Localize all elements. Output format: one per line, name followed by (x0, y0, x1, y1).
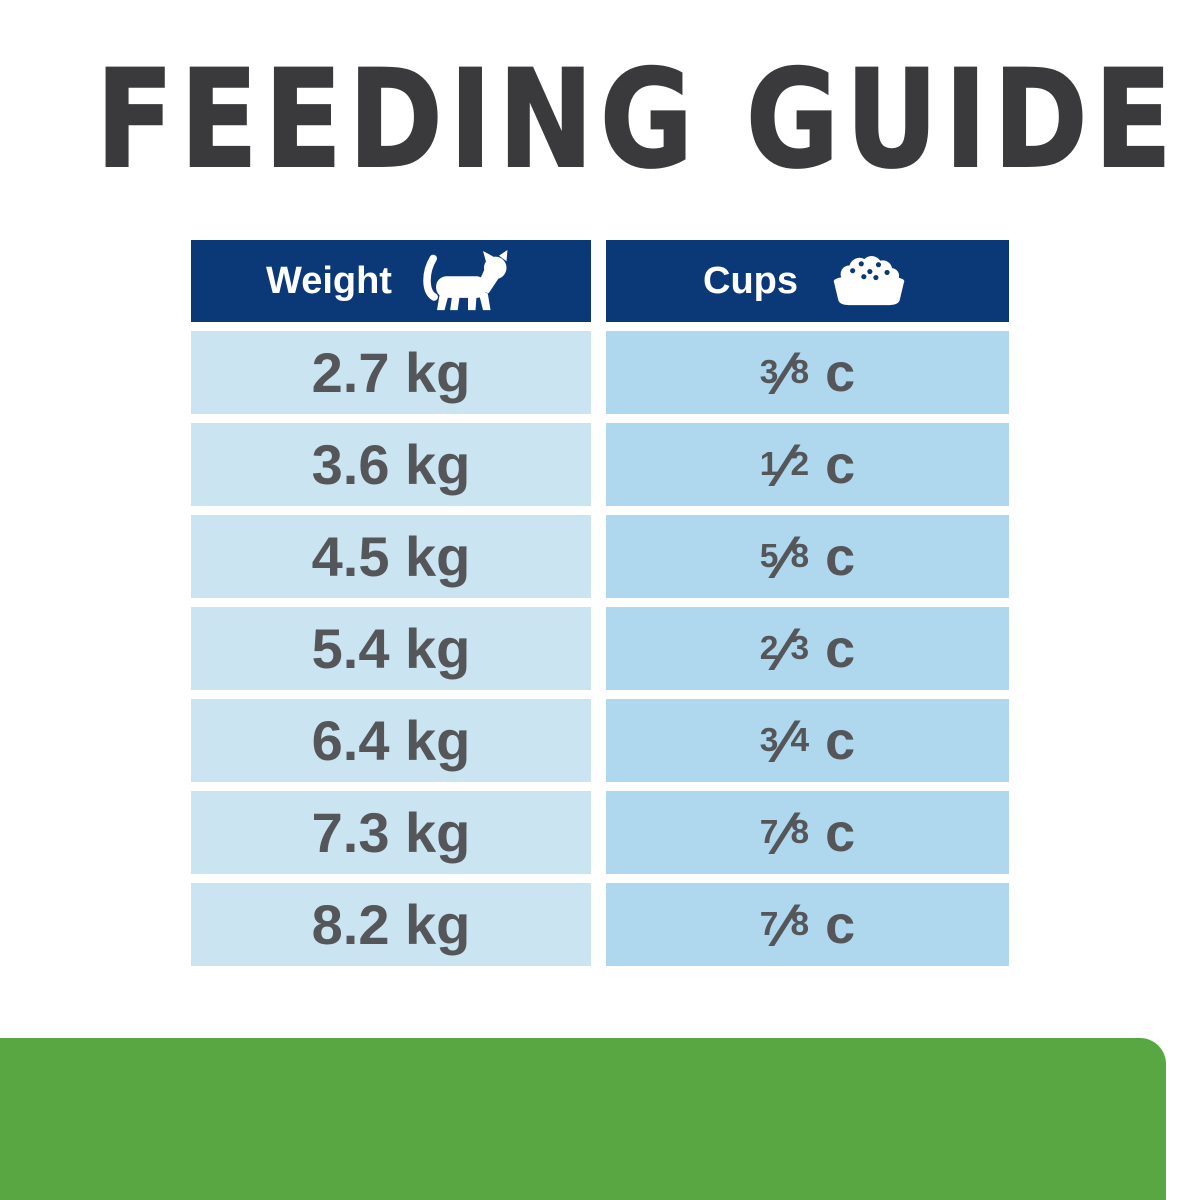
weight-cell: 3.6 kg (191, 423, 591, 506)
cups-cell: 3 ⁄ 4 c (606, 699, 1009, 782)
cups-fraction-numerator: 7 (759, 813, 779, 851)
cups-fraction-numerator: 2 (759, 629, 779, 667)
cups-unit: c (825, 342, 856, 403)
weight-cell: 8.2 kg (191, 883, 591, 966)
fraction-slash: ⁄ (779, 430, 790, 499)
fraction-slash: ⁄ (779, 706, 790, 775)
feeding-table: Weight (191, 240, 1009, 966)
table-row: 3.6 kg 1 ⁄ 2 c (191, 423, 1009, 506)
cups-cell: 3 ⁄ 8 c (606, 331, 1009, 414)
cups-fraction-denominator: 8 (790, 537, 810, 575)
cups-cell: 7 ⁄ 8 c (606, 883, 1009, 966)
cups-fraction-numerator: 3 (759, 353, 779, 391)
header-cell-cups: Cups (606, 240, 1009, 322)
weight-cell: 4.5 kg (191, 515, 591, 598)
weight-cell: 2.7 kg (191, 331, 591, 414)
weight-cell: 6.4 kg (191, 699, 591, 782)
cups-cell: 5 ⁄ 8 c (606, 515, 1009, 598)
table-row: 8.2 kg 7 ⁄ 8 c (191, 883, 1009, 966)
table-row: 2.7 kg 3 ⁄ 8 c (191, 331, 1009, 414)
weight-header-label: Weight (266, 259, 392, 302)
cups-cell: 7 ⁄ 8 c (606, 791, 1009, 874)
cups-cell: 1 ⁄ 2 c (606, 423, 1009, 506)
header-cell-weight: Weight (191, 240, 591, 322)
table-row: 5.4 kg 2 ⁄ 3 c (191, 607, 1009, 690)
weight-cell: 7.3 kg (191, 791, 591, 874)
cups-fraction-denominator: 2 (790, 445, 810, 483)
table-row: 7.3 kg 7 ⁄ 8 c (191, 791, 1009, 874)
cups-unit: c (825, 434, 856, 495)
food-bowl-icon (826, 252, 912, 310)
footer-green-bar (0, 1038, 1166, 1200)
table-row: 4.5 kg 5 ⁄ 8 c (191, 515, 1009, 598)
cups-header-label: Cups (703, 259, 798, 302)
fraction-slash: ⁄ (779, 890, 790, 959)
cups-fraction-denominator: 8 (790, 813, 810, 851)
table-row: 6.4 kg 3 ⁄ 4 c (191, 699, 1009, 782)
cups-fraction-numerator: 7 (759, 905, 779, 943)
table-header-row: Weight (191, 240, 1009, 322)
cups-unit: c (825, 618, 856, 679)
cups-fraction-denominator: 8 (790, 353, 810, 391)
cat-icon (420, 250, 516, 312)
fraction-slash: ⁄ (779, 338, 790, 407)
cups-fraction-denominator: 3 (790, 629, 810, 667)
fraction-slash: ⁄ (779, 614, 790, 683)
cups-fraction-numerator: 3 (759, 721, 779, 759)
cups-fraction-numerator: 5 (759, 537, 779, 575)
fraction-slash: ⁄ (779, 522, 790, 591)
cups-unit: c (825, 802, 856, 863)
page-title: FEEDING GUIDE (95, 41, 1179, 198)
weight-cell: 5.4 kg (191, 607, 591, 690)
cups-unit: c (825, 894, 856, 955)
cups-fraction-denominator: 4 (790, 721, 810, 759)
fraction-slash: ⁄ (779, 798, 790, 867)
cups-cell: 2 ⁄ 3 c (606, 607, 1009, 690)
cups-unit: c (825, 526, 856, 587)
cups-unit: c (825, 710, 856, 771)
cups-fraction-numerator: 1 (759, 445, 779, 483)
cups-fraction-denominator: 8 (790, 905, 810, 943)
